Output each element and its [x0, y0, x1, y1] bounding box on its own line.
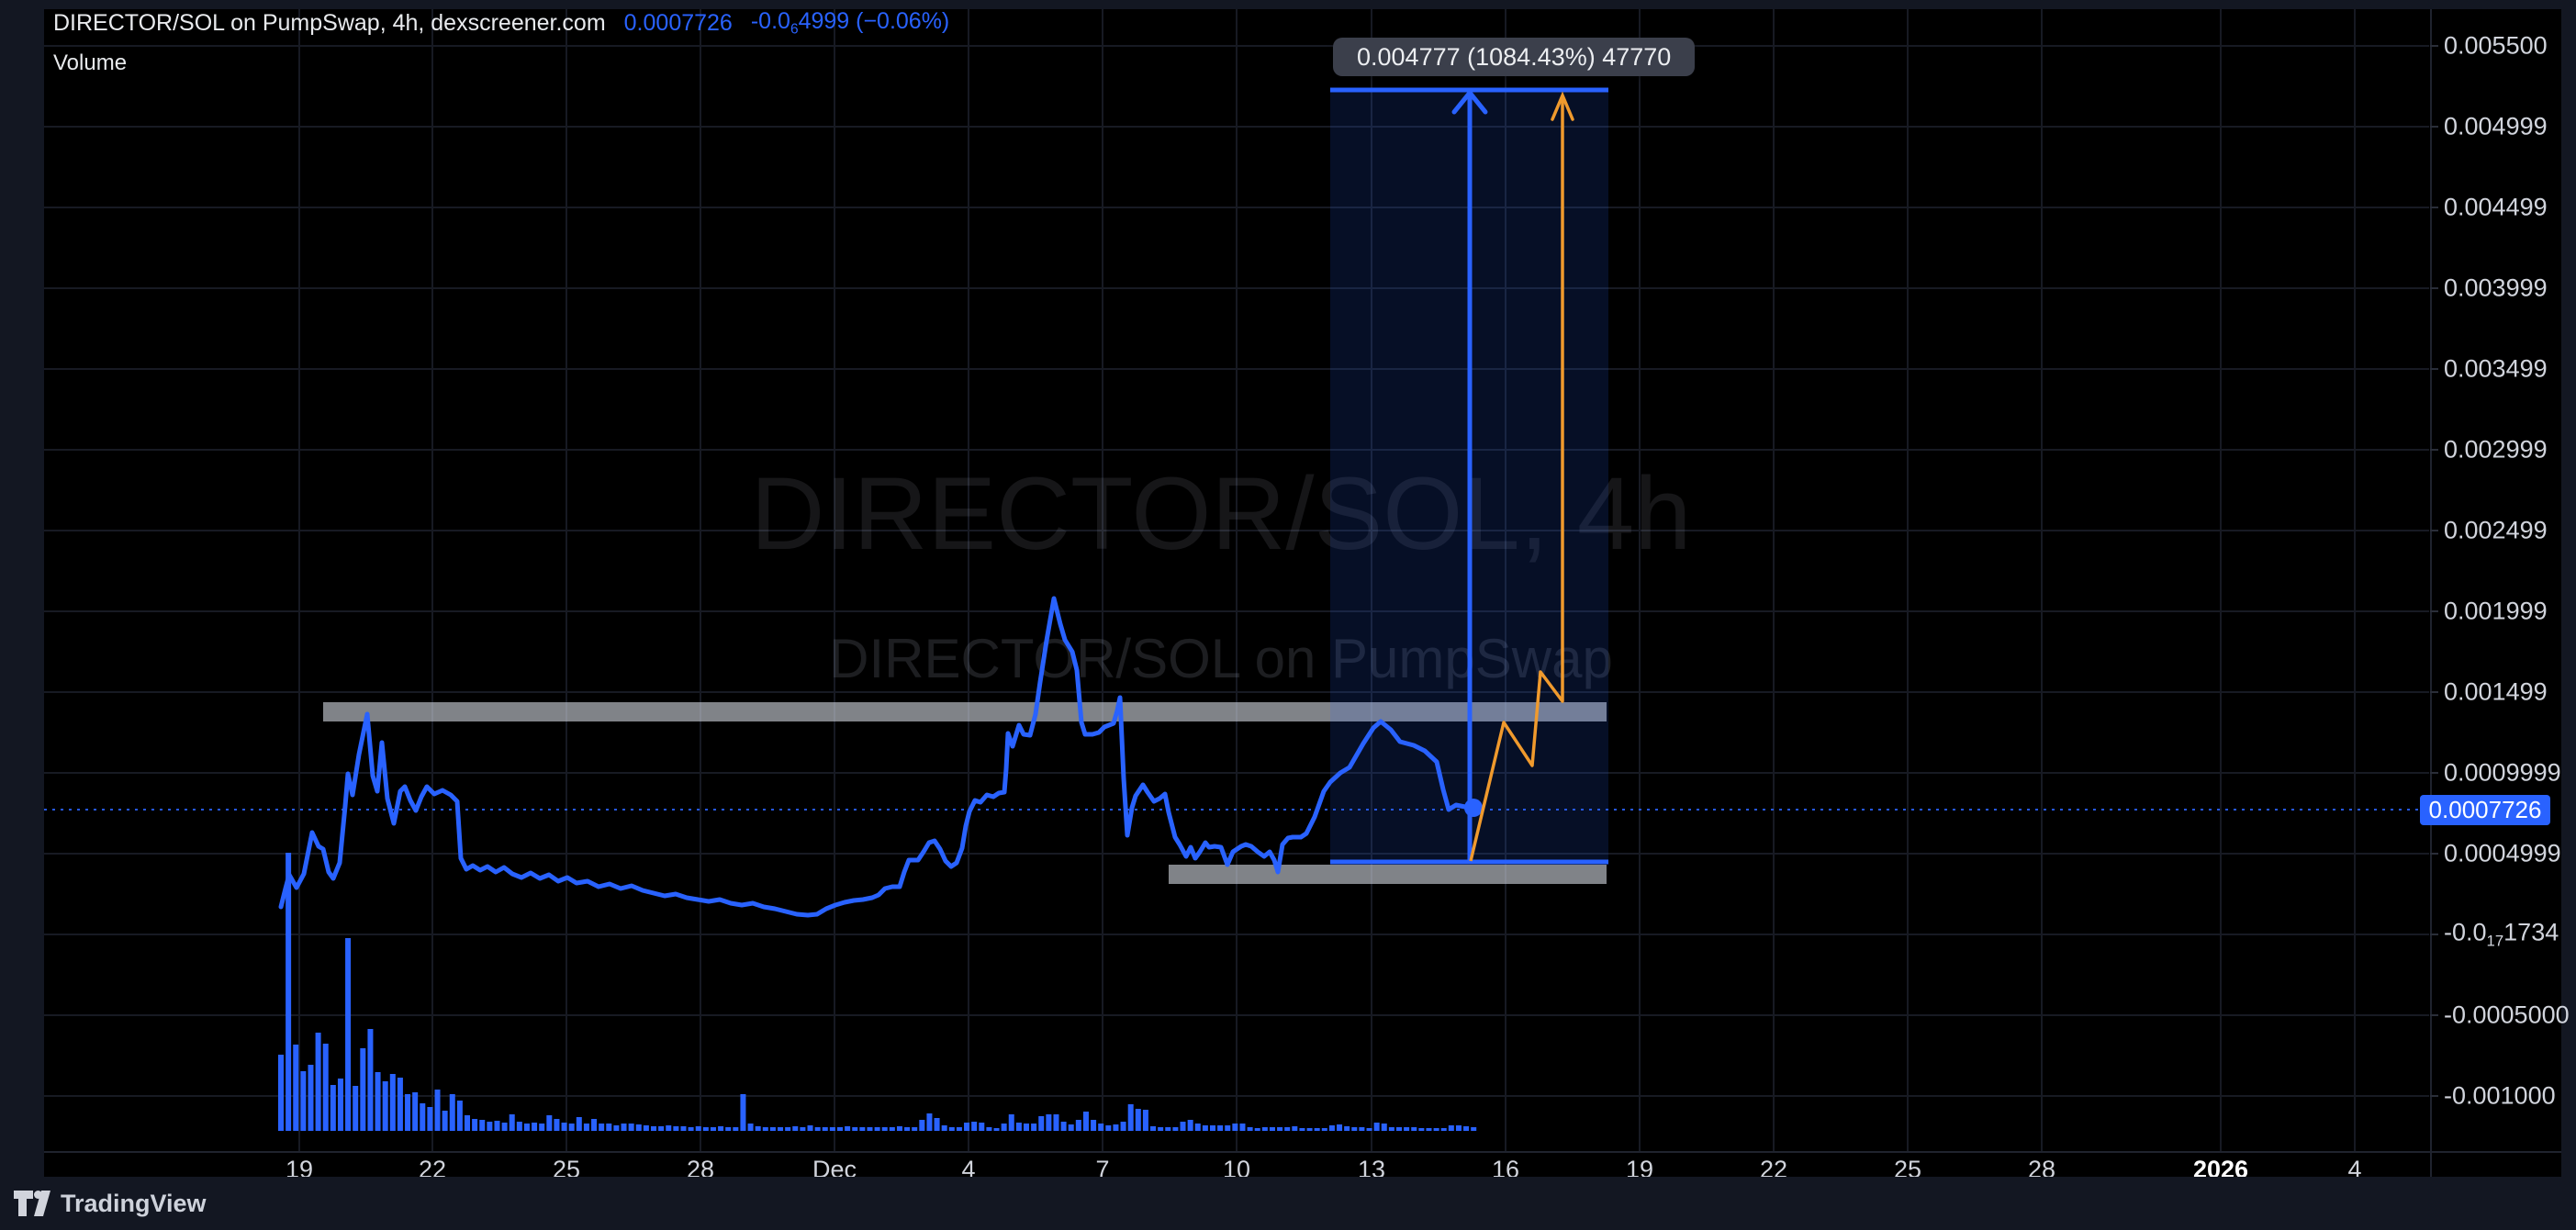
symbol-title[interactable]: DIRECTOR/SOL on PumpSwap, 4h, dexscreene…: [53, 9, 606, 36]
last-price-value: 0.0007726: [623, 9, 733, 36]
price-axis-tick: [2430, 772, 2438, 774]
price-axis-tick: [2430, 368, 2438, 370]
tradingview-logo-icon[interactable]: [13, 1189, 51, 1218]
price-axis-label: -0.001000: [2444, 1081, 2556, 1110]
price-axis-tick: [2430, 1014, 2438, 1016]
price-axis-label: 0.0009999: [2444, 758, 2561, 787]
price-axis-tick: [2430, 691, 2438, 693]
chart-plot-area[interactable]: [44, 9, 2561, 1177]
price-axis-label: 0.004999: [2444, 112, 2548, 140]
volume-indicator-label[interactable]: Volume: [53, 50, 128, 75]
price-axis-label: 0.002999: [2444, 435, 2548, 464]
time-axis-label: 4: [2347, 1156, 2362, 1183]
pane-legend: DIRECTOR/SOL on PumpSwap, 4h, dexscreene…: [53, 8, 949, 38]
time-axis-label: 4: [961, 1156, 976, 1183]
price-axis-tick: [2430, 1095, 2438, 1097]
price-axis-tick: [2430, 934, 2438, 935]
price-axis-label: 0.004499: [2444, 193, 2548, 221]
price-axis-label: 0.005500: [2444, 31, 2548, 60]
price-axis-label: 0.003999: [2444, 274, 2548, 302]
price-axis-tick: [2430, 207, 2438, 208]
price-axis-label: 0.003499: [2444, 354, 2548, 383]
price-axis-tick: [2430, 449, 2438, 451]
measurement-tooltip: 0.004777 (1084.43%) 47770: [1333, 38, 1696, 76]
price-axis-tick: [2430, 287, 2438, 289]
price-axis-tick: [2430, 610, 2438, 612]
price-change-value: -0.064999 (−0.06%): [750, 8, 950, 38]
footer-bar: TradingView: [0, 1177, 2576, 1230]
price-axis-label: 0.001999: [2444, 597, 2548, 625]
price-axis-tick: [2430, 853, 2438, 855]
price-axis-label: -0.0171734: [2444, 918, 2559, 950]
price-axis-tick: [2430, 45, 2438, 47]
price-axis-tick: [2430, 530, 2438, 531]
price-axis-label: 0.001499: [2444, 677, 2548, 706]
price-axis-tick: [2430, 126, 2438, 128]
tradingview-brand-text[interactable]: TradingView: [61, 1189, 207, 1217]
time-axis-label: 7: [1095, 1156, 1110, 1183]
price-axis-label: -0.0005000: [2444, 1001, 2570, 1029]
price-axis-label: 0.0004999: [2444, 839, 2561, 867]
price-axis-label: 0.002499: [2444, 516, 2548, 544]
current-price-badge: 0.0007726: [2420, 795, 2550, 825]
